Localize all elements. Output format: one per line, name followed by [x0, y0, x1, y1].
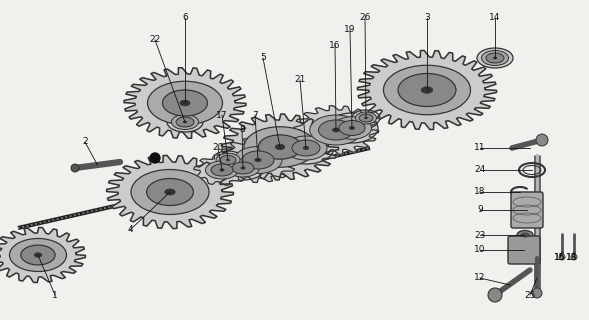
Text: 9: 9 [477, 205, 483, 214]
Ellipse shape [259, 135, 302, 159]
Ellipse shape [352, 110, 380, 126]
Ellipse shape [333, 117, 372, 139]
Ellipse shape [21, 245, 55, 265]
Ellipse shape [339, 121, 365, 135]
Polygon shape [358, 51, 497, 130]
Ellipse shape [226, 159, 230, 161]
Ellipse shape [212, 151, 244, 169]
Ellipse shape [242, 151, 274, 169]
Ellipse shape [216, 153, 240, 167]
Ellipse shape [206, 161, 239, 179]
Text: 25: 25 [524, 291, 535, 300]
Ellipse shape [398, 74, 456, 107]
Ellipse shape [227, 159, 260, 177]
Ellipse shape [163, 90, 207, 116]
Ellipse shape [220, 169, 224, 171]
Circle shape [536, 134, 548, 146]
Text: 20: 20 [212, 143, 224, 153]
Ellipse shape [421, 87, 433, 93]
Text: 1: 1 [52, 291, 58, 300]
Circle shape [150, 153, 160, 163]
Ellipse shape [310, 115, 362, 145]
Circle shape [559, 254, 565, 260]
Ellipse shape [292, 140, 320, 156]
Circle shape [71, 164, 79, 172]
Ellipse shape [365, 117, 368, 119]
Ellipse shape [278, 132, 334, 164]
Polygon shape [293, 106, 379, 154]
Ellipse shape [333, 128, 339, 132]
Text: 23: 23 [474, 230, 486, 239]
Ellipse shape [303, 147, 309, 149]
Text: 4: 4 [127, 226, 133, 235]
FancyBboxPatch shape [508, 236, 540, 264]
Text: 13: 13 [566, 253, 578, 262]
Text: 26: 26 [359, 13, 370, 22]
Ellipse shape [349, 126, 355, 130]
Ellipse shape [486, 53, 504, 63]
Ellipse shape [176, 117, 194, 127]
Text: 5: 5 [260, 53, 266, 62]
Polygon shape [218, 138, 298, 182]
Ellipse shape [255, 158, 261, 162]
Text: 13: 13 [566, 253, 578, 262]
Circle shape [571, 254, 577, 260]
Ellipse shape [211, 164, 233, 176]
Text: 6: 6 [182, 13, 188, 22]
Circle shape [488, 288, 502, 302]
Text: 11: 11 [474, 143, 486, 153]
Ellipse shape [326, 113, 378, 143]
Ellipse shape [180, 100, 190, 106]
Text: 17: 17 [216, 110, 228, 119]
Text: 10: 10 [474, 245, 486, 254]
Ellipse shape [275, 144, 285, 150]
Ellipse shape [147, 81, 223, 125]
Ellipse shape [220, 156, 236, 164]
Ellipse shape [221, 156, 265, 180]
Text: 12: 12 [474, 274, 486, 283]
Text: 15: 15 [554, 253, 566, 262]
Ellipse shape [232, 162, 254, 174]
Text: 15: 15 [554, 253, 566, 262]
Ellipse shape [165, 189, 175, 195]
Ellipse shape [234, 147, 282, 173]
Text: 7: 7 [252, 110, 258, 119]
Ellipse shape [171, 115, 198, 130]
Ellipse shape [131, 170, 209, 214]
Polygon shape [194, 155, 250, 185]
Ellipse shape [319, 120, 353, 140]
Text: 21: 21 [294, 76, 306, 84]
Ellipse shape [147, 179, 193, 205]
FancyBboxPatch shape [511, 192, 543, 228]
Ellipse shape [183, 121, 187, 123]
Text: 22: 22 [150, 36, 161, 44]
Text: 24: 24 [474, 165, 485, 174]
Text: 19: 19 [344, 26, 356, 35]
Ellipse shape [383, 65, 471, 115]
Text: 14: 14 [489, 13, 501, 22]
Text: 16: 16 [329, 41, 341, 50]
Ellipse shape [9, 238, 67, 271]
Ellipse shape [517, 230, 533, 239]
Ellipse shape [359, 114, 373, 122]
Polygon shape [221, 114, 339, 180]
Ellipse shape [285, 136, 327, 160]
Polygon shape [0, 228, 85, 283]
Ellipse shape [477, 48, 513, 68]
Text: 3: 3 [424, 13, 430, 22]
Ellipse shape [493, 57, 497, 59]
Ellipse shape [167, 112, 203, 132]
Ellipse shape [241, 167, 245, 169]
Ellipse shape [356, 112, 376, 124]
Ellipse shape [481, 51, 508, 66]
Ellipse shape [521, 233, 529, 237]
Text: 8: 8 [239, 125, 245, 134]
Circle shape [532, 288, 542, 298]
Text: 2: 2 [82, 138, 88, 147]
Text: 18: 18 [474, 188, 486, 196]
Polygon shape [124, 68, 246, 138]
Ellipse shape [244, 127, 316, 167]
Ellipse shape [34, 253, 42, 257]
Polygon shape [107, 156, 233, 228]
